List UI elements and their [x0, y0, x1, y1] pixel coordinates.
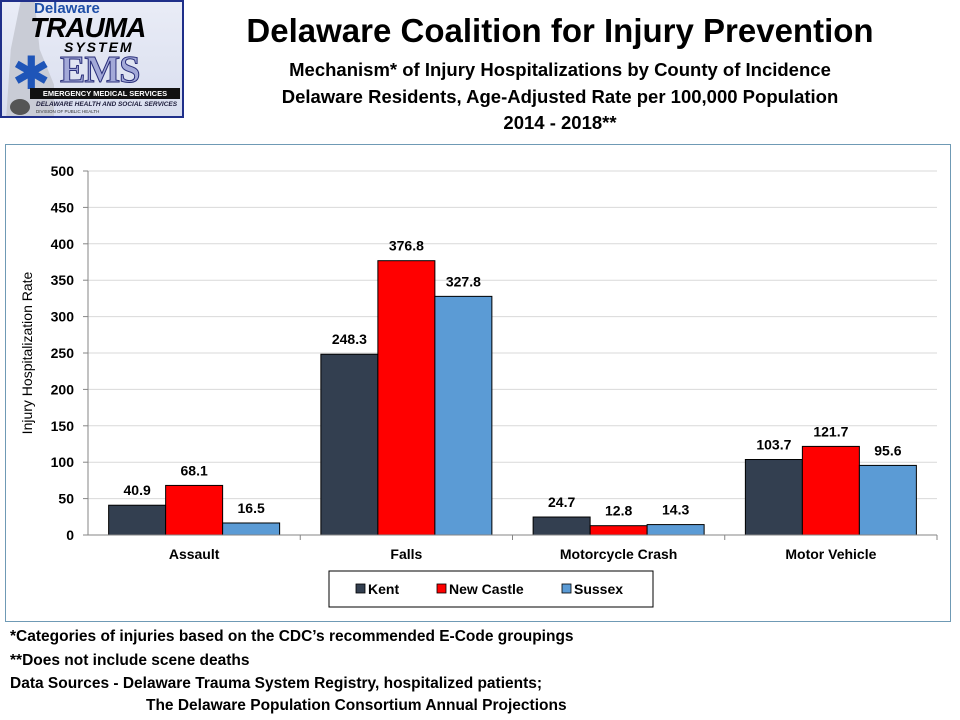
- gridlines: [88, 170, 937, 500]
- logo-delaware-text: Delaware: [34, 0, 100, 17]
- y-tick-label: 250: [51, 345, 75, 361]
- y-axis: 0 50 100 150 200 250 300 350 400 450 500: [51, 163, 89, 543]
- y-tick-label: 500: [51, 163, 75, 179]
- y-tick-label: 200: [51, 381, 75, 397]
- chart-subtitle-3: 2014 - 2018**: [503, 112, 617, 133]
- chart-subtitle-1: Mechanism* of Injury Hospitalizations by…: [289, 59, 831, 80]
- trauma-system-logo: Delaware TRAUMA SYSTEM ✱ EMS EMERGENCY M…: [0, 0, 184, 118]
- y-tick-label: 50: [58, 491, 74, 507]
- data-label: 248.3: [332, 331, 367, 347]
- bar-kent: [532, 516, 591, 536]
- bars: [108, 260, 917, 536]
- chart-subtitle-2: Delaware Residents, Age-Adjusted Rate pe…: [281, 86, 839, 107]
- data-label: 103.7: [756, 437, 791, 453]
- chart-frame: [5, 144, 951, 622]
- data-label: 327.8: [446, 273, 481, 289]
- legend-swatch-sussex: [561, 583, 572, 594]
- dhss-seal-icon: [10, 99, 30, 115]
- data-sources-line1: Data Sources - Delaware Trauma System Re…: [10, 675, 543, 692]
- bar-sussex: [646, 524, 705, 536]
- data-label: 14.3: [662, 502, 689, 518]
- data-label: 16.5: [238, 500, 265, 516]
- logo-division-text: DIVISION OF PUBLIC HEALTH: [36, 109, 100, 114]
- data-label: 40.9: [124, 482, 151, 498]
- legend: Kent New Castle Sussex: [328, 570, 654, 608]
- bar-kent: [320, 353, 379, 536]
- x-tick-label: Motor Vehicle: [785, 546, 876, 562]
- legend-label: Kent: [368, 581, 399, 597]
- legend-label: New Castle: [449, 581, 524, 597]
- data-label: 95.6: [874, 442, 901, 458]
- y-tick-label: 400: [51, 236, 75, 252]
- legend-box: [328, 570, 654, 608]
- y-tick-label: 0: [66, 527, 74, 543]
- legend-label: Sussex: [574, 581, 623, 597]
- y-tick-label: 150: [51, 418, 75, 434]
- bar-new-castle: [165, 484, 224, 536]
- data-label: 68.1: [181, 462, 208, 478]
- bar-sussex: [858, 464, 917, 536]
- legend-swatch-kent: [355, 583, 366, 594]
- bar-sussex: [434, 295, 493, 536]
- bar-kent: [744, 459, 803, 536]
- x-axis: Assault Falls Motorcycle Crash Motor Vehicl…: [88, 534, 938, 562]
- data-label: 121.7: [813, 423, 848, 439]
- bar-new-castle: [589, 525, 648, 536]
- x-tick-label: Falls: [390, 546, 422, 562]
- x-tick-label: Motorcycle Crash: [560, 546, 677, 562]
- footnote-categories: *Categories of injuries based on the CDC…: [10, 628, 574, 645]
- data-label: 12.8: [605, 503, 632, 519]
- logo-trauma-text: TRAUMA: [30, 12, 146, 43]
- data-label: 24.7: [548, 494, 575, 510]
- y-axis-label: Injury Hospitalization Rate: [19, 271, 35, 434]
- data-label: 376.8: [389, 238, 424, 254]
- logo-dhss-text: DELAWARE HEALTH AND SOCIAL SERVICES: [36, 101, 178, 108]
- footnote-scene-deaths: **Does not include scene deaths: [10, 652, 250, 669]
- legend-swatch-new-castle: [436, 583, 447, 594]
- y-tick-label: 450: [51, 199, 75, 215]
- y-tick-label: 100: [51, 454, 75, 470]
- bar-sussex: [222, 522, 281, 536]
- logo-ems-text: EMS: [59, 49, 140, 91]
- bar-new-castle: [377, 260, 436, 536]
- data-labels: 40.9 68.1 16.5 248.3 376.8 327.8 24.7 12.8 14.3 1…: [124, 238, 902, 519]
- y-tick-label: 350: [51, 272, 75, 288]
- page-title: Delaware Coalition for Injury Prevention: [246, 12, 874, 49]
- bar-new-castle: [801, 445, 860, 536]
- x-tick-label: Assault: [169, 546, 220, 562]
- bar-kent: [108, 504, 167, 536]
- y-tick-label: 300: [51, 309, 75, 325]
- logo-ems-band: EMERGENCY MEDICAL SERVICES: [30, 88, 180, 99]
- logo-system-text: SYSTEM: [64, 39, 134, 55]
- data-sources-line2: The Delaware Population Consortium Annua…: [146, 697, 567, 714]
